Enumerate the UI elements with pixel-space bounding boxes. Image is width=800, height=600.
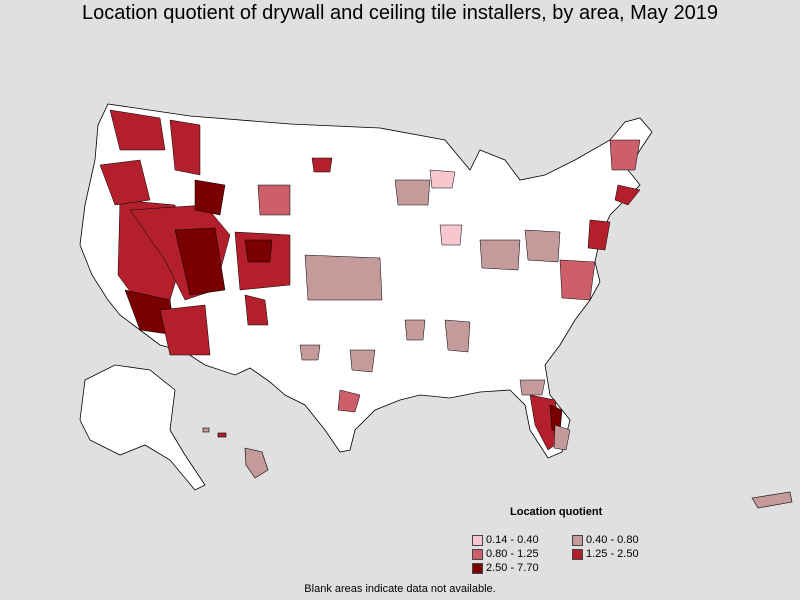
legend-label: 2.50 - 7.70 xyxy=(486,562,539,574)
legend-title: Location quotient xyxy=(510,506,603,518)
legend-item-2: 0.80 - 1.25 xyxy=(472,548,539,560)
legend-swatch xyxy=(472,534,483,546)
legend-swatch xyxy=(472,562,483,574)
hawaii-islands xyxy=(202,427,269,479)
legend-label: 0.14 - 0.40 xyxy=(486,534,539,546)
alaska-outline xyxy=(79,364,206,491)
legend-item-0: 0.14 - 0.40 xyxy=(472,534,539,546)
legend-label: 0.40 - 0.80 xyxy=(586,534,639,546)
puerto-rico xyxy=(751,491,793,509)
legend-swatch xyxy=(572,548,583,560)
shaded-areas xyxy=(99,109,641,451)
legend-swatch xyxy=(472,548,483,560)
legend-label: 0.80 - 1.25 xyxy=(486,548,539,560)
legend-label: 1.25 - 2.50 xyxy=(586,548,639,560)
map-title: Location quotient of drywall and ceiling… xyxy=(82,2,718,24)
legend-item-1: 0.40 - 0.80 xyxy=(572,534,639,546)
legend-item-3: 1.25 - 2.50 xyxy=(572,548,639,560)
legend-swatch xyxy=(572,534,583,546)
footnote: Blank areas indicate data not available. xyxy=(304,583,496,595)
legend-item-4: 2.50 - 7.70 xyxy=(472,562,539,574)
